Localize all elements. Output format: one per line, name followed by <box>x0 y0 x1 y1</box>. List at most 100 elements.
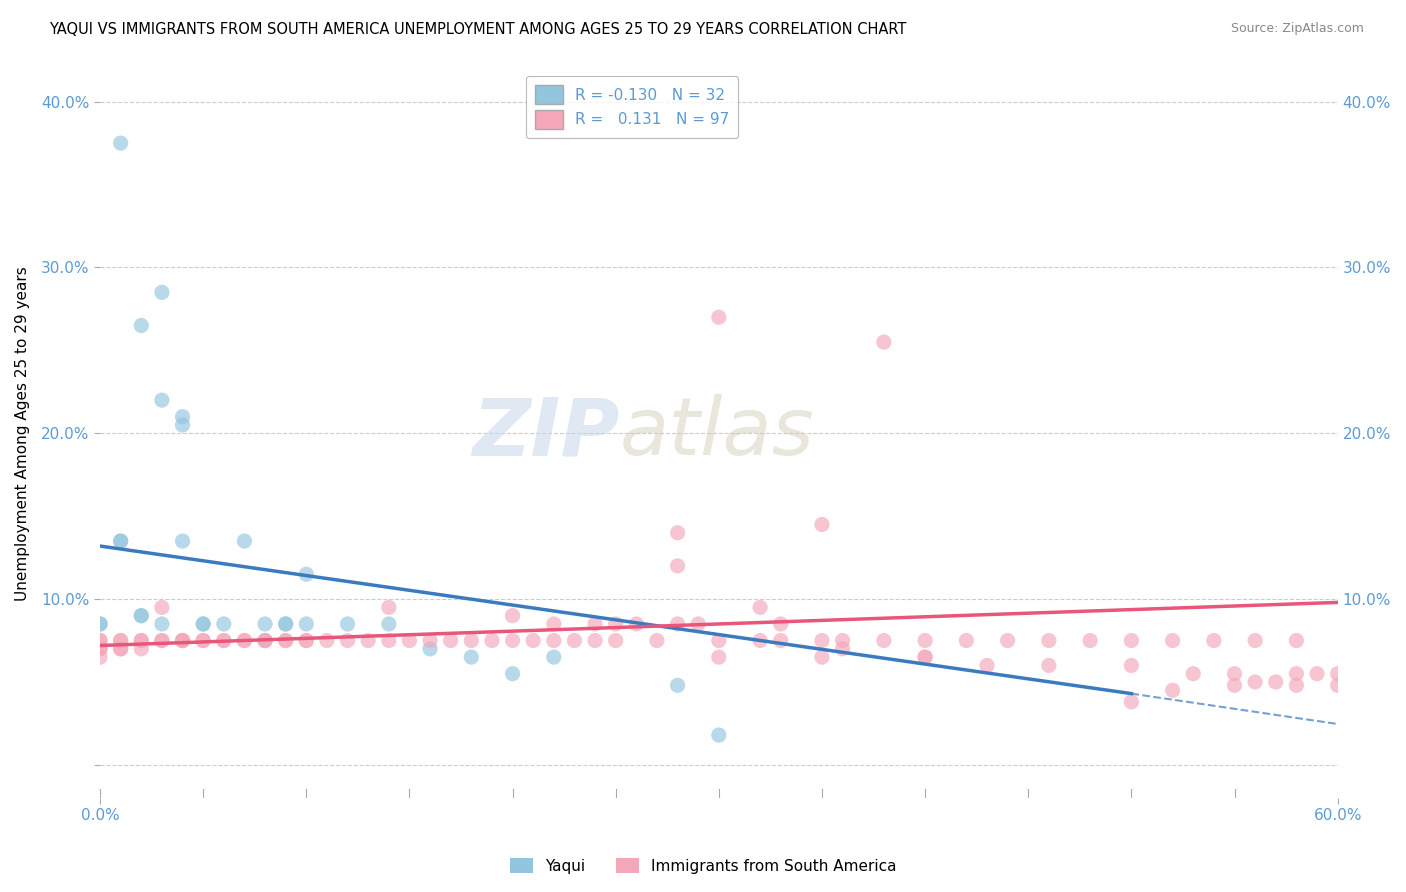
Point <box>1121 633 1143 648</box>
Point <box>460 633 482 648</box>
Point <box>233 534 256 549</box>
Point <box>295 633 318 648</box>
Point <box>605 617 627 632</box>
Point <box>172 633 194 648</box>
Point <box>831 633 853 648</box>
Point <box>707 310 730 325</box>
Point <box>605 633 627 648</box>
Point <box>769 617 792 632</box>
Point <box>440 633 463 648</box>
Point <box>769 633 792 648</box>
Point <box>502 608 524 623</box>
Point <box>502 633 524 648</box>
Point <box>1161 683 1184 698</box>
Point <box>129 608 152 623</box>
Point <box>749 600 772 615</box>
Point <box>583 617 606 632</box>
Point <box>129 633 152 648</box>
Point <box>129 633 152 648</box>
Point <box>274 617 297 632</box>
Point <box>1285 633 1308 648</box>
Point <box>378 633 401 648</box>
Point <box>419 633 441 648</box>
Point <box>1306 666 1329 681</box>
Point <box>688 617 710 632</box>
Point <box>398 633 420 648</box>
Point <box>89 650 111 665</box>
Point <box>233 633 256 648</box>
Point <box>129 608 152 623</box>
Point <box>172 409 194 424</box>
Point <box>110 633 132 648</box>
Point <box>1182 666 1205 681</box>
Point <box>212 633 235 648</box>
Point <box>254 633 277 648</box>
Point <box>666 525 689 540</box>
Point <box>543 650 565 665</box>
Point <box>811 517 834 532</box>
Point <box>89 617 111 632</box>
Point <box>295 617 318 632</box>
Point <box>997 633 1019 648</box>
Point <box>543 633 565 648</box>
Point <box>666 558 689 573</box>
Point <box>1326 666 1348 681</box>
Point <box>172 417 194 432</box>
Point <box>254 633 277 648</box>
Point <box>110 633 132 648</box>
Point <box>1038 633 1060 648</box>
Point <box>811 650 834 665</box>
Point <box>419 641 441 656</box>
Point <box>707 728 730 742</box>
Point <box>873 335 896 350</box>
Point <box>1038 658 1060 673</box>
Point <box>749 633 772 648</box>
Y-axis label: Unemployment Among Ages 25 to 29 years: Unemployment Among Ages 25 to 29 years <box>15 266 30 600</box>
Point <box>666 617 689 632</box>
Point <box>1285 678 1308 692</box>
Point <box>502 666 524 681</box>
Point <box>336 633 359 648</box>
Point <box>378 600 401 615</box>
Point <box>150 285 173 300</box>
Point <box>316 633 339 648</box>
Point <box>110 534 132 549</box>
Point <box>1264 675 1286 690</box>
Point <box>110 641 132 656</box>
Point <box>955 633 977 648</box>
Point <box>873 633 896 648</box>
Point <box>1121 658 1143 673</box>
Point <box>564 633 586 648</box>
Point <box>254 617 277 632</box>
Point <box>543 617 565 632</box>
Point <box>150 600 173 615</box>
Point <box>110 534 132 549</box>
Point <box>129 641 152 656</box>
Text: ZIP: ZIP <box>472 394 620 472</box>
Legend: R = -0.130   N = 32, R =   0.131   N = 97: R = -0.130 N = 32, R = 0.131 N = 97 <box>526 76 738 138</box>
Point <box>1161 633 1184 648</box>
Point <box>1223 678 1246 692</box>
Point <box>191 617 214 632</box>
Point <box>89 633 111 648</box>
Point <box>172 633 194 648</box>
Point <box>129 318 152 333</box>
Text: atlas: atlas <box>620 394 814 472</box>
Point <box>150 617 173 632</box>
Point <box>914 633 936 648</box>
Point <box>831 641 853 656</box>
Point <box>1285 666 1308 681</box>
Point <box>522 633 544 648</box>
Point <box>89 641 111 656</box>
Point <box>707 650 730 665</box>
Point <box>336 617 359 632</box>
Point <box>666 678 689 692</box>
Point <box>1078 633 1101 648</box>
Legend: Yaqui, Immigrants from South America: Yaqui, Immigrants from South America <box>503 852 903 880</box>
Point <box>212 633 235 648</box>
Point <box>914 650 936 665</box>
Point <box>295 567 318 582</box>
Point <box>254 633 277 648</box>
Point <box>89 633 111 648</box>
Point <box>150 393 173 408</box>
